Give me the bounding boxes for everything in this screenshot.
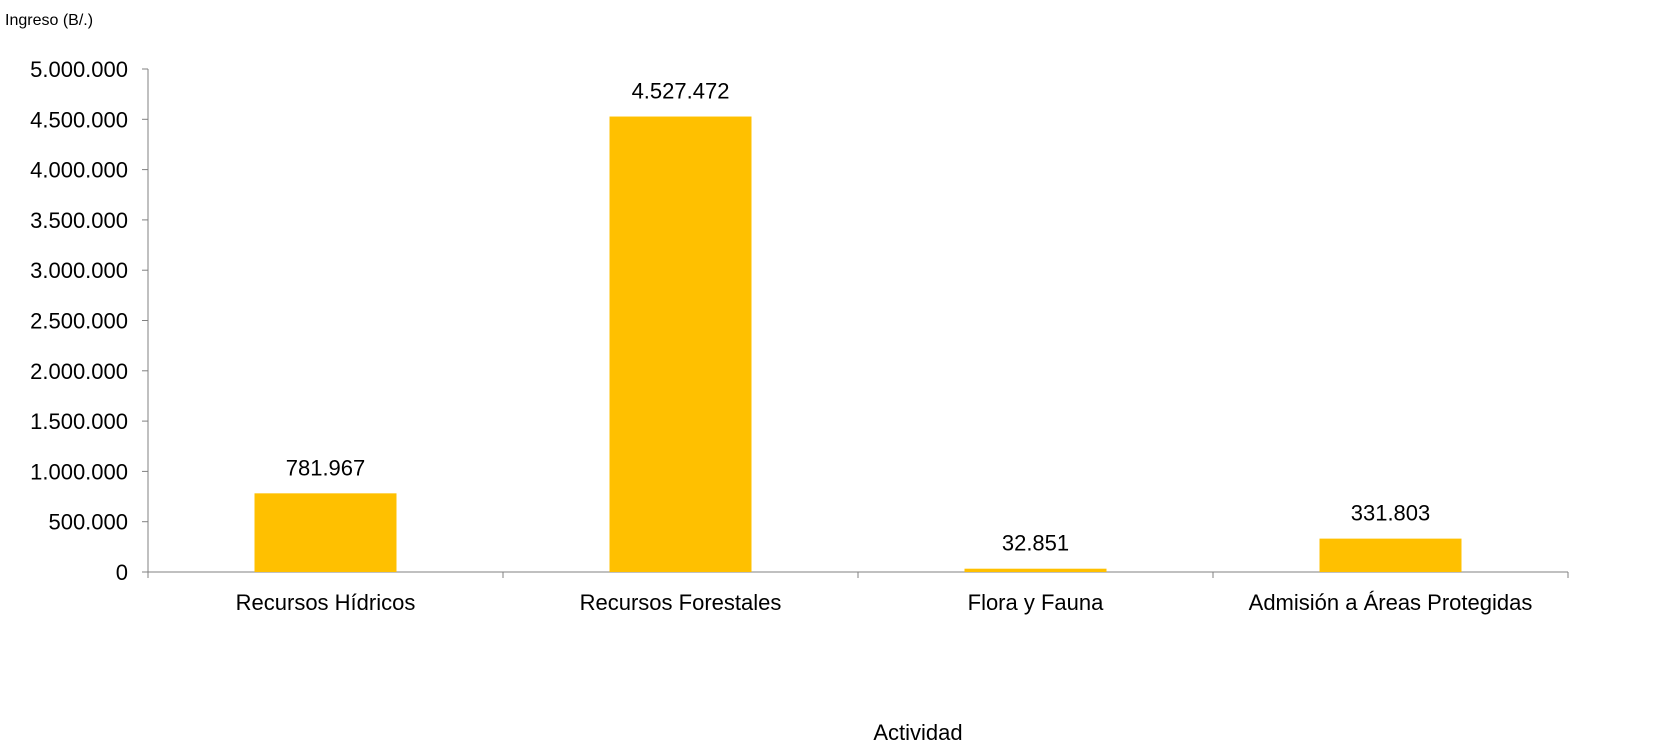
bar-data-label: 32.851: [1002, 531, 1069, 556]
y-tick-label: 2.500.000: [30, 309, 128, 334]
bar: [609, 116, 752, 572]
y-axis-title: Ingreso (B/.): [5, 12, 93, 29]
bar: [964, 568, 1107, 572]
bar-data-label: 781.967: [286, 455, 366, 480]
y-tick-label: 2.000.000: [30, 359, 128, 384]
y-tick-label: 3.000.000: [30, 258, 128, 283]
bar-data-label: 4.527.472: [632, 79, 730, 104]
x-tick-label: Flora y Fauna: [968, 590, 1104, 615]
x-axis-title: Actividad: [873, 720, 962, 745]
y-tick-label: 3.500.000: [30, 208, 128, 233]
y-tick-label: 0: [116, 560, 128, 585]
y-tick-label: 500.000: [48, 510, 128, 535]
y-tick-label: 4.000.000: [30, 158, 128, 183]
y-tick-label: 4.500.000: [30, 107, 128, 132]
bar-data-label: 331.803: [1351, 501, 1431, 526]
x-tick-label: Recursos Forestales: [580, 590, 782, 615]
y-axis: 0 500.000 1.000.000 1.500.000 2.000.000 2.500…: [30, 57, 149, 585]
x-tick-label: Recursos Hídricos: [236, 590, 416, 615]
x-tick-label: Admisión a Áreas Protegidas: [1249, 590, 1533, 615]
y-tick-label: 1.500.000: [30, 409, 128, 434]
bars-group: 781.967 4.527.472 32.851 331.803: [254, 79, 1462, 572]
bar: [1319, 538, 1462, 572]
y-tick-label: 1.000.000: [30, 459, 128, 484]
bar: [254, 493, 397, 572]
x-axis: Recursos Hídricos Recursos Forestales Flor…: [147, 571, 1569, 615]
y-tick-label: 5.000.000: [30, 57, 128, 82]
